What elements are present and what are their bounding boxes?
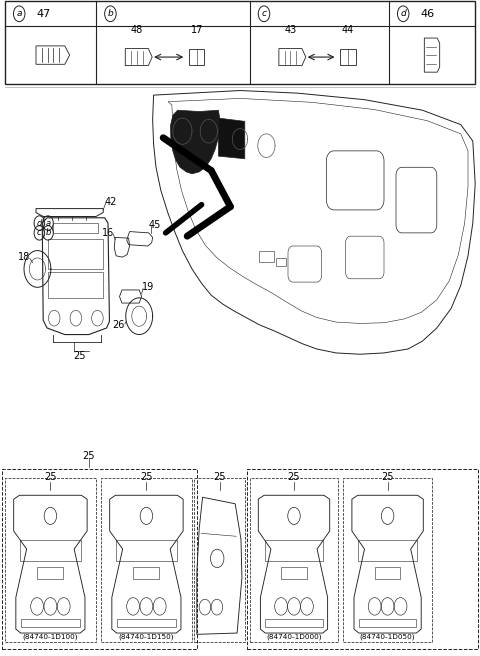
Text: 42: 42: [104, 197, 117, 207]
Text: 45: 45: [148, 220, 161, 230]
Text: 47: 47: [36, 9, 50, 19]
Text: 25: 25: [140, 472, 153, 482]
Bar: [259, 251, 274, 262]
Bar: [53, 223, 98, 233]
Bar: [358, 540, 417, 561]
Text: (84740-1D100): (84740-1D100): [23, 633, 78, 640]
Bar: [281, 567, 307, 579]
Bar: [21, 619, 80, 626]
Bar: [5, 1, 475, 84]
Text: (84740-1D000): (84740-1D000): [266, 633, 322, 640]
Bar: [37, 567, 63, 579]
Bar: [276, 258, 286, 266]
Text: d: d: [36, 218, 42, 228]
Bar: [250, 478, 338, 642]
Bar: [189, 49, 204, 65]
Bar: [264, 540, 324, 561]
Text: (84740-1D050): (84740-1D050): [360, 633, 415, 640]
Bar: [20, 540, 81, 561]
Text: 25: 25: [213, 472, 226, 482]
Bar: [375, 567, 400, 579]
Bar: [359, 619, 416, 626]
Text: 46: 46: [420, 9, 434, 19]
Bar: [194, 478, 245, 642]
Text: 18: 18: [18, 252, 30, 262]
Text: 26: 26: [112, 319, 125, 330]
Bar: [116, 540, 177, 561]
Text: b: b: [108, 9, 113, 18]
Polygon shape: [170, 110, 221, 174]
Text: 16: 16: [102, 228, 115, 238]
Text: 17: 17: [191, 25, 203, 35]
Bar: [2, 469, 197, 649]
Bar: [5, 478, 96, 642]
Text: a: a: [46, 218, 50, 228]
Bar: [340, 49, 356, 65]
Text: a: a: [16, 9, 22, 18]
Text: 48: 48: [131, 25, 143, 35]
Text: (84740-1D150): (84740-1D150): [119, 633, 174, 640]
Bar: [117, 619, 176, 626]
Text: c: c: [262, 9, 266, 18]
Text: 44: 44: [342, 25, 354, 35]
Text: 25: 25: [381, 472, 394, 482]
Bar: [133, 567, 159, 579]
Text: 25: 25: [73, 350, 85, 361]
Text: 43: 43: [284, 25, 297, 35]
Bar: [48, 239, 103, 269]
Text: d: d: [400, 9, 406, 18]
Bar: [343, 478, 432, 642]
Bar: [265, 619, 323, 626]
Text: c: c: [37, 228, 42, 237]
Bar: [247, 469, 478, 649]
Text: 25: 25: [288, 472, 300, 482]
Text: 25: 25: [44, 472, 57, 482]
Text: 19: 19: [142, 282, 154, 293]
Bar: [48, 272, 103, 298]
Text: 25: 25: [83, 451, 95, 461]
Polygon shape: [218, 118, 245, 159]
Bar: [101, 478, 192, 642]
Text: b: b: [45, 228, 51, 237]
